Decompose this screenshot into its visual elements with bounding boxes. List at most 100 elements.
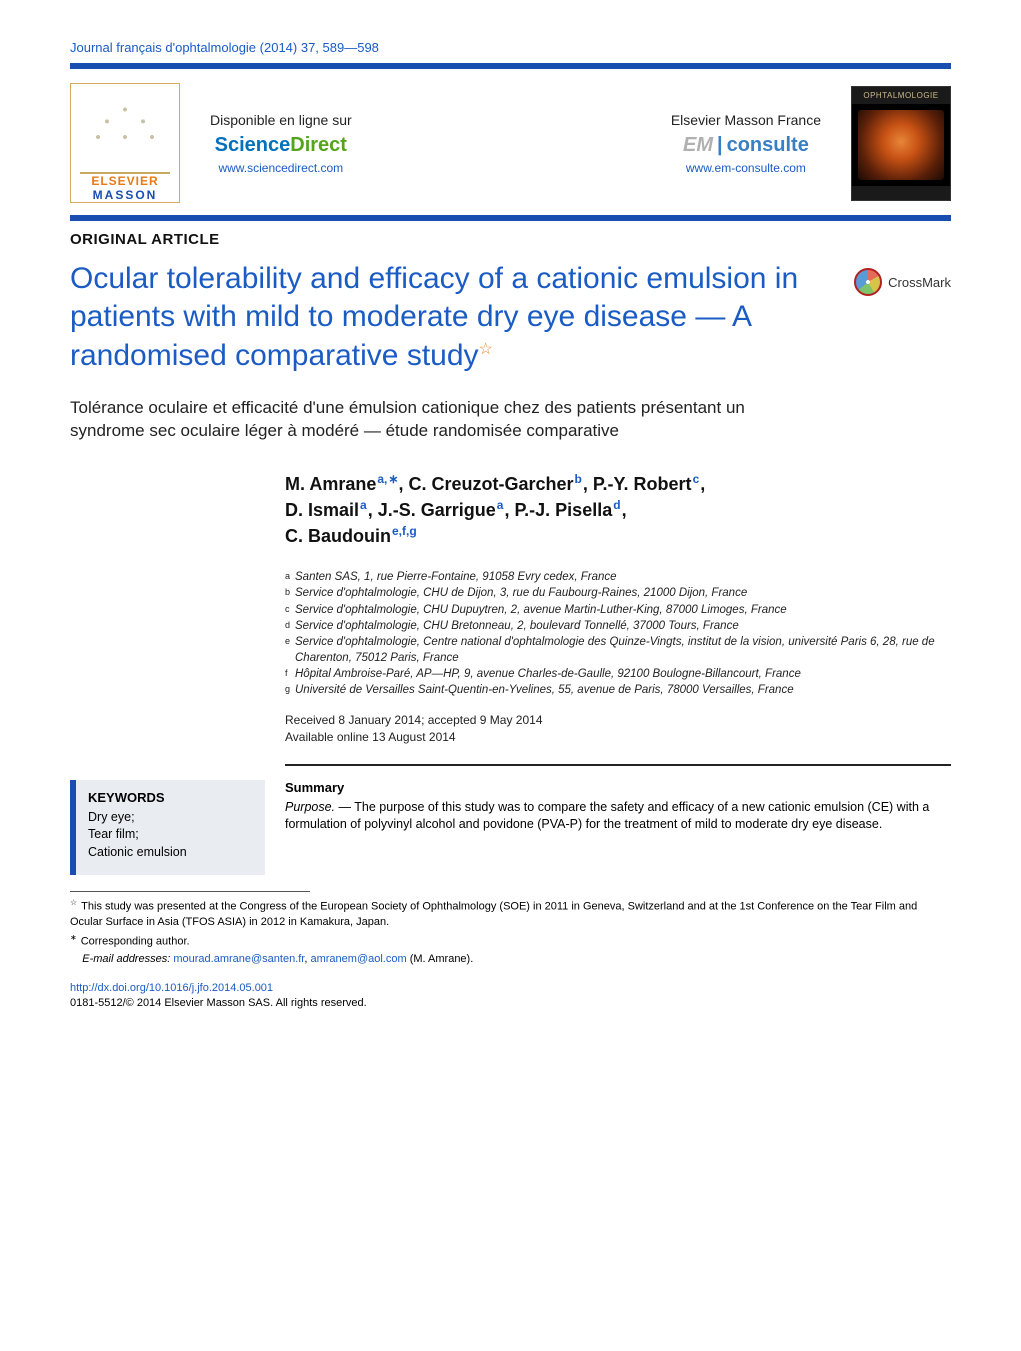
journal-citation: Journal français d'ophtalmologie (2014) …	[70, 40, 951, 55]
affiliation-text: Service d'ophtalmologie, CHU Dupuytren, …	[295, 602, 787, 618]
article-type: ORIGINAL ARTICLE	[70, 231, 951, 248]
cover-image-icon	[858, 110, 944, 180]
purpose-text: The purpose of this study was to compare…	[285, 800, 929, 831]
article-dates: Received 8 January 2014; accepted 9 May …	[285, 712, 951, 746]
doi-link[interactable]: http://dx.doi.org/10.1016/j.jfo.2014.05.…	[70, 982, 273, 994]
received-date: Received 8 January 2014; accepted 9 May …	[285, 712, 951, 729]
corresponding-footnote: ∗Corresponding author.	[70, 933, 951, 950]
em-bar: |	[713, 134, 727, 156]
author-name: C. Creuzot-Garcher	[408, 474, 573, 494]
author-affil-sup: e,f,g	[391, 524, 418, 538]
affiliation-key: a	[285, 569, 295, 585]
abstract-purpose: Purpose. — The purpose of this study was…	[285, 799, 951, 834]
purpose-label: Purpose. —	[285, 800, 351, 814]
emconsulte-block: Elsevier Masson France EM|consulte www.e…	[671, 112, 821, 175]
author-affil-sup: a	[496, 498, 505, 512]
affiliation-text: Service d'ophtalmologie, CHU Bretonneau,…	[295, 618, 739, 634]
article-title: Ocular tolerability and efficacy of a ca…	[70, 260, 836, 375]
emf-label: Elsevier Masson France	[671, 112, 821, 128]
affiliation-text: Service d'ophtalmologie, Centre national…	[295, 634, 951, 666]
affiliation-text: Service d'ophtalmologie, CHU de Dijon, 3…	[295, 585, 747, 601]
abstract-rule	[285, 764, 951, 766]
doi-block: http://dx.doi.org/10.1016/j.jfo.2014.05.…	[70, 981, 951, 1011]
author-affil-sup: c	[692, 472, 701, 486]
mid-rule	[70, 215, 951, 221]
online-label: Disponible en ligne sur	[210, 112, 352, 128]
elsevier-tree-icon	[80, 94, 170, 174]
keyword-item: Dry eye;	[88, 809, 253, 827]
title-star-icon: ☆	[479, 341, 493, 358]
corr-star-icon: ∗	[388, 472, 398, 486]
affiliation-key: e	[285, 634, 295, 666]
email-link-1[interactable]: mourad.amrane@santen.fr	[173, 953, 304, 965]
em-con: consulte	[727, 134, 809, 156]
online-date: Available online 13 August 2014	[285, 729, 951, 746]
crossmark-button[interactable]: CrossMark	[854, 268, 951, 296]
cover-footer	[852, 186, 950, 200]
author-name: C. Baudouin	[285, 526, 391, 546]
author-affil-sup: d	[612, 498, 621, 512]
author-affil-sup: b	[574, 472, 583, 486]
affiliation-text: Santen SAS, 1, rue Pierre-Fontaine, 9105…	[295, 569, 617, 585]
sciencedirect-logo[interactable]: ScienceDirect	[210, 134, 352, 157]
affiliation-item: fHôpital Ambroise-Paré, AP—HP, 9, avenue…	[285, 666, 951, 682]
abstract-block: Summary Purpose. — The purpose of this s…	[285, 780, 951, 876]
asterisk-symbol-icon: ∗	[70, 933, 81, 942]
sciencedirect-block: Disponible en ligne sur ScienceDirect ww…	[210, 112, 352, 175]
keyword-item: Tear film;	[88, 826, 253, 844]
email-footnote: E-mail addresses: mourad.amrane@santen.f…	[70, 952, 951, 967]
corr-text: Corresponding author.	[81, 935, 190, 947]
sciencedirect-url[interactable]: www.sciencedirect.com	[210, 161, 352, 175]
author-name: D. Ismail	[285, 500, 359, 520]
affiliation-key: f	[285, 666, 295, 682]
publisher-banner: ELSEVIER MASSON Disponible en ligne sur …	[70, 83, 951, 203]
affiliation-text: Hôpital Ambroise-Paré, AP—HP, 9, avenue …	[295, 666, 801, 682]
keywords-box: KEYWORDS Dry eye; Tear film; Cationic em…	[70, 780, 265, 876]
crossmark-icon	[854, 268, 882, 296]
emconsulte-logo[interactable]: EM|consulte	[671, 134, 821, 157]
study-note-text: This study was presented at the Congress…	[70, 901, 917, 928]
footnotes-block: ☆This study was presented at the Congres…	[70, 898, 951, 967]
affiliation-key: d	[285, 618, 295, 634]
email-person: (M. Amrane).	[410, 953, 474, 965]
email-link-2[interactable]: amranem@aol.com	[310, 953, 406, 965]
affiliation-item: cService d'ophtalmologie, CHU Dupuytren,…	[285, 602, 951, 618]
author-name: M. Amrane	[285, 474, 376, 494]
affiliation-item: bService d'ophtalmologie, CHU de Dijon, …	[285, 585, 951, 601]
affiliation-key: b	[285, 585, 295, 601]
journal-cover-thumb[interactable]: OPHTALMOLOGIE	[851, 86, 951, 201]
email-label: E-mail addresses:	[82, 953, 170, 965]
emconsulte-url[interactable]: www.em-consulte.com	[671, 161, 821, 175]
cover-title: OPHTALMOLOGIE	[852, 87, 950, 104]
star-symbol-icon: ☆	[70, 898, 81, 907]
author-name: P.-Y. Robert	[593, 474, 692, 494]
authors-block: M. Amranea,∗, C. Creuzot-Garcherb, P.-Y.…	[285, 471, 951, 549]
top-rule	[70, 63, 951, 69]
affiliation-text: Université de Versailles Saint-Quentin-e…	[295, 682, 794, 698]
elsevier-label: ELSEVIER	[91, 174, 158, 188]
elsevier-masson-logo: ELSEVIER MASSON	[70, 83, 180, 203]
abstract-heading: Summary	[285, 780, 951, 795]
study-footnote: ☆This study was presented at the Congres…	[70, 898, 951, 929]
affiliation-key: c	[285, 602, 295, 618]
author-name: J.-S. Garrigue	[378, 500, 496, 520]
sciencedirect-dir: Direct	[290, 134, 347, 156]
keywords-heading: KEYWORDS	[88, 790, 253, 805]
affiliation-item: gUniversité de Versailles Saint-Quentin-…	[285, 682, 951, 698]
crossmark-label: CrossMark	[888, 275, 951, 290]
author-affil-sup: a,	[376, 472, 388, 486]
keyword-item: Cationic emulsion	[88, 844, 253, 862]
author-affil-sup: a	[359, 498, 368, 512]
affiliations-block: aSanten SAS, 1, rue Pierre-Fontaine, 910…	[285, 569, 951, 698]
affiliation-key: g	[285, 682, 295, 698]
footnote-rule	[70, 891, 310, 892]
em-em: EM	[683, 134, 713, 156]
sciencedirect-sci: Science	[215, 134, 291, 156]
masson-label: MASSON	[93, 188, 158, 202]
affiliation-item: aSanten SAS, 1, rue Pierre-Fontaine, 910…	[285, 569, 951, 585]
title-text: Ocular tolerability and efficacy of a ca…	[70, 262, 798, 372]
issn-copyright: 0181-5512/© 2014 Elsevier Masson SAS. Al…	[70, 997, 367, 1009]
article-subtitle-french: Tolérance oculaire et efficacité d'une é…	[70, 397, 750, 443]
affiliation-item: dService d'ophtalmologie, CHU Bretonneau…	[285, 618, 951, 634]
author-name: P.-J. Pisella	[514, 500, 612, 520]
